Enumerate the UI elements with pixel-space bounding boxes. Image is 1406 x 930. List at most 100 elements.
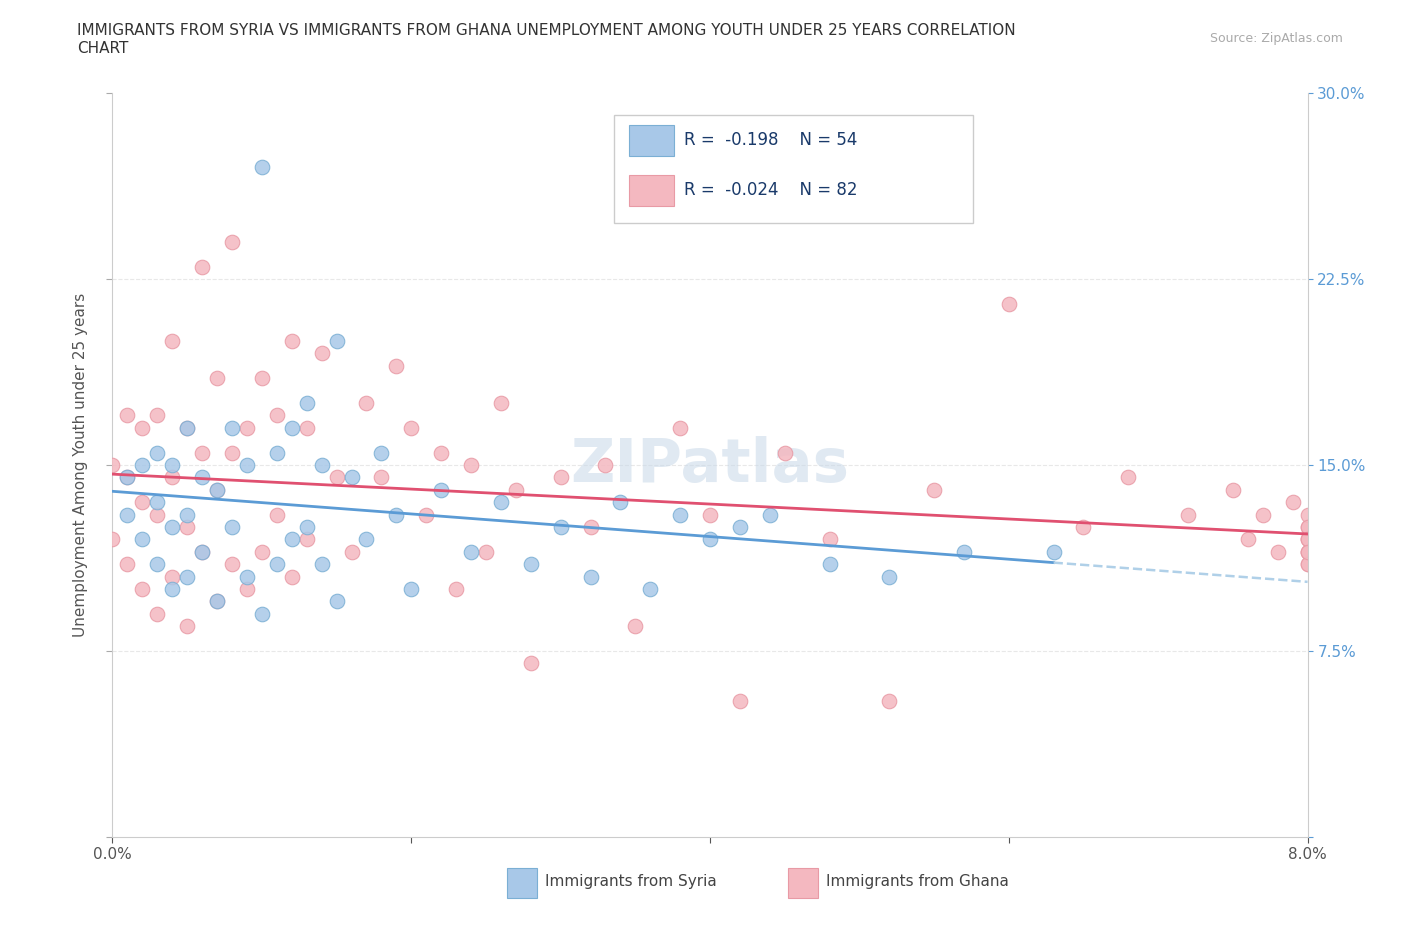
- FancyBboxPatch shape: [628, 125, 675, 156]
- Point: [266, 557, 288, 572]
- Point: [236, 581, 259, 596]
- Point: [191, 259, 214, 274]
- Point: [818, 557, 841, 572]
- Point: [773, 445, 796, 460]
- Point: [295, 520, 318, 535]
- Point: [444, 581, 467, 596]
- Point: [728, 520, 751, 535]
- Point: [191, 544, 214, 559]
- Point: [281, 420, 304, 435]
- Point: [728, 693, 751, 708]
- Point: [295, 420, 318, 435]
- Point: [1296, 544, 1319, 559]
- Point: [191, 445, 214, 460]
- Point: [699, 532, 721, 547]
- Point: [430, 445, 453, 460]
- FancyBboxPatch shape: [628, 175, 675, 206]
- Point: [295, 395, 318, 410]
- Point: [460, 458, 482, 472]
- Point: [191, 470, 214, 485]
- Point: [385, 358, 408, 373]
- Point: [176, 420, 198, 435]
- Point: [281, 532, 304, 547]
- Point: [609, 495, 631, 510]
- Point: [401, 420, 423, 435]
- Point: [221, 420, 243, 435]
- Point: [1177, 507, 1199, 522]
- Point: [1296, 520, 1319, 535]
- Point: [669, 420, 692, 435]
- Point: [162, 470, 183, 485]
- Point: [877, 569, 901, 584]
- Point: [117, 408, 139, 423]
- Text: Immigrants from Syria: Immigrants from Syria: [546, 874, 717, 889]
- Point: [295, 532, 318, 547]
- Text: ZIPatlas: ZIPatlas: [571, 435, 849, 495]
- Point: [1296, 532, 1319, 547]
- Point: [1267, 544, 1289, 559]
- Point: [236, 458, 259, 472]
- Text: R =  -0.024    N = 82: R = -0.024 N = 82: [683, 180, 858, 199]
- Point: [266, 408, 288, 423]
- Point: [340, 470, 363, 485]
- Point: [579, 520, 602, 535]
- Text: CHART: CHART: [77, 41, 129, 56]
- Point: [998, 297, 1021, 312]
- Point: [176, 520, 198, 535]
- Point: [117, 557, 139, 572]
- Point: [370, 445, 392, 460]
- Point: [131, 495, 153, 510]
- Point: [1296, 532, 1319, 547]
- Point: [759, 507, 782, 522]
- Point: [131, 532, 153, 547]
- Point: [1296, 544, 1319, 559]
- Point: [1281, 495, 1303, 510]
- Point: [131, 581, 153, 596]
- Point: [146, 495, 169, 510]
- Point: [475, 544, 498, 559]
- Point: [1222, 483, 1244, 498]
- Point: [340, 544, 363, 559]
- Point: [236, 420, 259, 435]
- Point: [325, 594, 347, 609]
- Text: Immigrants from Ghana: Immigrants from Ghana: [825, 874, 1010, 889]
- Point: [281, 334, 304, 349]
- Point: [1296, 532, 1319, 547]
- Point: [266, 507, 288, 522]
- Point: [162, 581, 183, 596]
- Point: [669, 507, 692, 522]
- Point: [370, 470, 392, 485]
- Point: [624, 618, 647, 633]
- Point: [236, 569, 259, 584]
- Text: IMMIGRANTS FROM SYRIA VS IMMIGRANTS FROM GHANA UNEMPLOYMENT AMONG YOUTH UNDER 25: IMMIGRANTS FROM SYRIA VS IMMIGRANTS FROM…: [77, 23, 1017, 38]
- Text: Source: ZipAtlas.com: Source: ZipAtlas.com: [1209, 32, 1343, 45]
- Point: [250, 606, 273, 621]
- Point: [325, 470, 347, 485]
- Point: [205, 483, 228, 498]
- Point: [176, 618, 198, 633]
- Point: [205, 594, 228, 609]
- Point: [250, 544, 273, 559]
- Point: [205, 483, 228, 498]
- Point: [162, 458, 183, 472]
- Point: [489, 495, 512, 510]
- FancyBboxPatch shape: [508, 869, 537, 898]
- Point: [1296, 557, 1319, 572]
- Point: [101, 458, 124, 472]
- Point: [953, 544, 976, 559]
- Point: [101, 532, 124, 547]
- Point: [146, 408, 169, 423]
- Point: [489, 395, 512, 410]
- Point: [1296, 520, 1319, 535]
- Point: [505, 483, 527, 498]
- Point: [699, 507, 721, 522]
- Point: [191, 544, 214, 559]
- Point: [250, 371, 273, 386]
- Point: [877, 693, 901, 708]
- Point: [281, 569, 304, 584]
- Point: [162, 334, 183, 349]
- Point: [1296, 544, 1319, 559]
- Text: R =  -0.198    N = 54: R = -0.198 N = 54: [683, 131, 858, 149]
- Point: [221, 557, 243, 572]
- Point: [520, 557, 543, 572]
